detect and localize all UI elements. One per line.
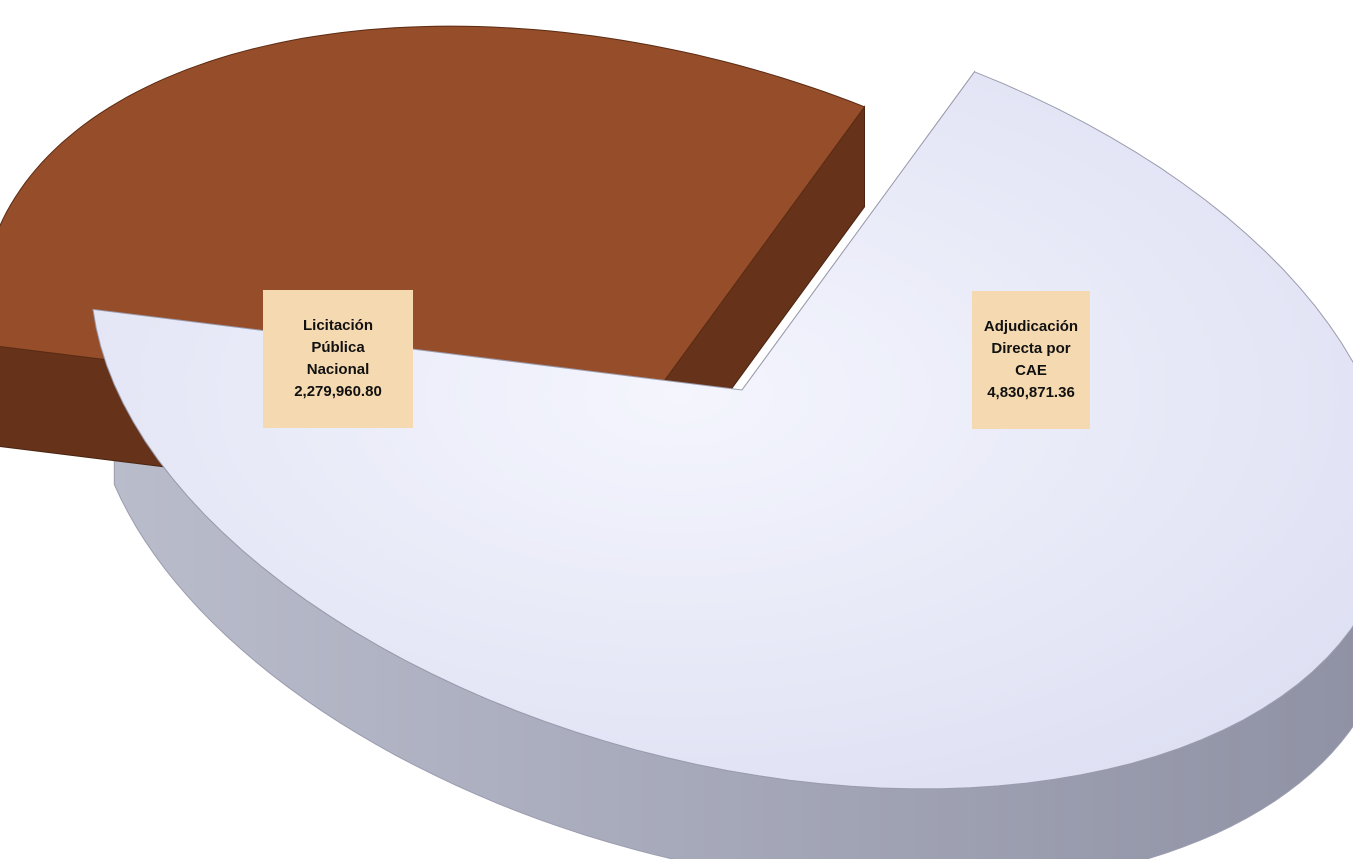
slice-tops [0, 25, 1353, 790]
slice-value-text: 2,279,960.80 [294, 383, 382, 400]
slice-value-text: 4,830,871.36 [987, 384, 1075, 401]
slice-top-1 [92, 71, 1353, 790]
slice-label-licitacion: Licitación Pública Nacional 2,279,960.80 [263, 290, 413, 428]
slice-label-text: Adjudicación Directa por CAE [983, 318, 1079, 379]
slice-label-text: Licitación Pública Nacional [302, 317, 373, 378]
slice-label-adjudicacion: Adjudicación Directa por CAE 4,830,871.3… [972, 291, 1090, 429]
